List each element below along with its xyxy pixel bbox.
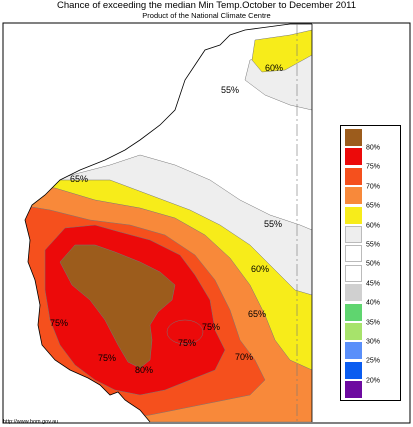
legend: 80% 75% 70% 65% 60% 55% 50% 45% 40% 35% 30% 25% 20% bbox=[340, 125, 401, 401]
legend-label: 20% bbox=[366, 377, 381, 385]
legend-swatch bbox=[345, 226, 362, 243]
legend-swatch bbox=[345, 148, 362, 166]
map-label: 65% bbox=[248, 309, 266, 319]
legend-label: 35% bbox=[366, 319, 381, 327]
legend-swatch bbox=[345, 245, 362, 263]
legend-swatch bbox=[345, 303, 362, 321]
legend-swatch bbox=[345, 361, 362, 379]
legend-label: 70% bbox=[366, 183, 381, 191]
legend-swatch bbox=[345, 323, 362, 340]
legend-label: 75% bbox=[366, 163, 381, 171]
map-subtitle: Product of the National Climate Centre bbox=[142, 11, 271, 20]
map-label: 75% bbox=[50, 318, 68, 328]
legend-label: 25% bbox=[366, 357, 381, 365]
map-label: 60% bbox=[251, 264, 269, 274]
zone-80 bbox=[59, 244, 176, 369]
legend-label: 40% bbox=[366, 299, 381, 307]
legend-label: 55% bbox=[366, 241, 381, 249]
legend-label: 80% bbox=[366, 144, 381, 152]
map-title: Chance of exceeding the median Min Temp.… bbox=[56, 0, 357, 11]
map-label: 75% bbox=[178, 338, 196, 348]
legend-swatch bbox=[345, 129, 362, 146]
legend-swatch bbox=[345, 381, 362, 399]
legend-label: 45% bbox=[366, 280, 381, 288]
legend-swatch bbox=[345, 167, 362, 185]
zone-75-island bbox=[166, 319, 204, 345]
coastline bbox=[24, 23, 312, 423]
map-label: 55% bbox=[264, 219, 282, 229]
legend-label: 60% bbox=[366, 222, 381, 230]
source-url: http://www.bom.gov.au bbox=[3, 419, 59, 425]
legend-swatch bbox=[345, 284, 362, 302]
legend-swatch bbox=[345, 264, 362, 282]
map-label: 70% bbox=[235, 352, 253, 362]
legend-label: 50% bbox=[366, 260, 381, 268]
map-label: 75% bbox=[98, 353, 116, 363]
map-label: 65% bbox=[70, 174, 88, 184]
legend-label: 65% bbox=[366, 202, 381, 210]
map-label: 75% bbox=[202, 322, 220, 332]
map-label: 80% bbox=[135, 365, 153, 375]
legend-swatch bbox=[345, 342, 362, 360]
map-label: 60% bbox=[265, 63, 283, 73]
legend-swatch bbox=[345, 187, 362, 205]
legend-swatch bbox=[345, 206, 362, 224]
map-label: 55% bbox=[221, 85, 239, 95]
legend-label: 30% bbox=[366, 338, 381, 346]
